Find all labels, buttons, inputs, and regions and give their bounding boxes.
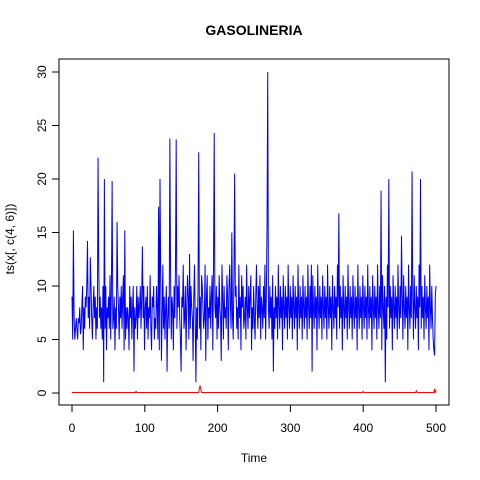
- series-line-1: [71, 71, 437, 383]
- y-tick-label: 30: [35, 65, 49, 79]
- y-tick-label: 10: [35, 279, 49, 293]
- x-axis: 0 100 200 300 400 500: [69, 404, 446, 435]
- x-tick-label: 300: [280, 421, 300, 435]
- x-tick-label: 0: [69, 421, 76, 435]
- x-tick-label: 500: [426, 421, 446, 435]
- chart-title: GASOLINERIA: [205, 22, 302, 38]
- y-tick-label: 5: [35, 336, 49, 343]
- y-axis-label: ts(x[, c(4, 6)]): [3, 204, 17, 275]
- x-tick-label: 100: [135, 421, 155, 435]
- y-tick-label: 15: [35, 226, 49, 240]
- y-axis: 0 5 10 15 20 25 30: [35, 65, 60, 396]
- x-tick-label: 400: [353, 421, 373, 435]
- series-line-2: [72, 385, 437, 395]
- y-tick-label: 25: [35, 119, 49, 133]
- x-tick-label: 200: [208, 421, 228, 435]
- x-axis-label: Time: [241, 451, 268, 465]
- y-tick-label: 20: [35, 172, 49, 186]
- series-layer: [71, 71, 437, 395]
- y-tick-label: 0: [35, 389, 49, 396]
